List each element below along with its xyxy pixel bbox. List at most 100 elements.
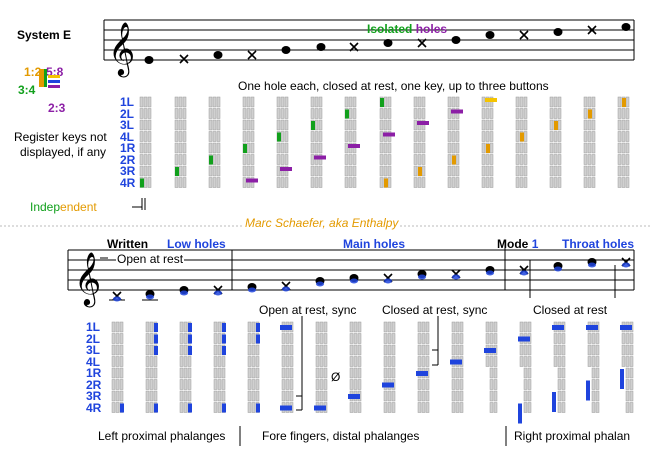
top-grid-cell [519,165,524,177]
bottom-grid-cell [485,321,490,333]
hole-marker [588,262,596,268]
top-grid-cell [617,131,622,142]
bottom-grid-cell [391,344,396,356]
bottom-grid-cell [425,356,430,367]
bottom-grid-cell [281,356,286,367]
bottom-grid-cell [285,379,290,390]
bottom-row-label-2r: 2R [86,377,102,392]
bottom-grid-cell [595,356,600,367]
top-grid-cell [583,165,588,177]
bottom-grid-cell [391,402,396,413]
written-label: Written [107,237,149,251]
row-label-4l: 4L [120,129,135,144]
note-head-top-4 [281,46,291,54]
top-grid-cell [344,142,349,154]
bottom-grid-cell [315,344,320,356]
top-grid-cell [314,142,319,154]
bottom-grid-cell [115,321,120,333]
top-grid-cell [387,154,392,165]
bottom-key [256,323,260,332]
top-grid-cell [212,142,217,154]
top-grid-cell [557,154,562,165]
top-key-orange [554,121,558,130]
bottom-grid-cell [115,344,120,356]
bottom-grid-cell [179,333,184,344]
left-phalanges-label: Left proximal phalanges [98,429,226,443]
mode-number: 1 [531,237,539,251]
bottom-key [450,359,462,365]
bottom-grid-cell [557,367,562,379]
bottom-grid-cell [527,379,532,390]
top-grid-cell [387,177,392,188]
top-grid-cell [485,131,490,142]
bottom-grid-cell [527,321,532,333]
bottom-grid-cell [285,367,290,379]
top-key-yellow [485,98,497,102]
top-grid-cell [344,131,349,142]
top-grid-cell [310,96,315,108]
bottom-key [154,403,158,413]
bottom-grid-cell [251,321,256,333]
bottom-grid-cell [247,356,252,367]
top-grid-cell [523,96,528,108]
bottom-grid-cell [595,402,600,413]
top-grid-cell [147,142,152,154]
bottom-grid-cell [357,379,362,390]
bottom-grid-cell [591,367,596,379]
top-key-orange [588,109,592,119]
heading-part-1: Isolated [367,22,413,36]
bottom-grid-cell [323,390,328,402]
row-label-1l: 1L [120,95,135,109]
top-grid-cell [139,154,144,165]
bottom-grid-cell [595,379,600,390]
note-head-top-0 [144,56,154,64]
top-grid-cell [143,119,148,131]
top-grid-cell [310,165,315,177]
bottom-grid-cell [289,356,294,367]
top-grid-cell [451,177,456,188]
top-grid-cell [310,177,315,188]
top-grid-cell [417,142,422,154]
top-grid-cell [318,177,323,188]
top-grid-cell [318,96,323,108]
bottom-key [280,405,292,411]
top-grid-cell [212,108,217,119]
top-key-green [140,178,144,188]
bottom-grid-cell [591,379,596,390]
top-grid-cell [246,154,251,165]
top-grid-cell [621,142,626,154]
top-grid-cell [617,177,622,188]
bottom-grid-cell [187,367,192,379]
bottom-grid-cell [417,379,422,390]
top-grid-cell [489,142,494,154]
bottom-grid-cell [281,333,286,344]
top-grid-cell [481,177,486,188]
bottom-row-label-3r: 3R [86,389,102,403]
bottom-grid-cell [323,356,328,367]
top-grid-cell [284,108,289,119]
top-grid-cell [182,142,187,154]
top-grid-cell [212,177,217,188]
top-grid-cell [549,119,554,131]
top-grid-cell [280,131,285,142]
bottom-grid-cell [285,356,290,367]
top-grid-cell [276,108,281,119]
bottom-grid-cell [561,356,566,367]
bottom-grid-cell [221,367,226,379]
top-grid-cell [208,108,213,119]
bottom-grid-cell [323,367,328,379]
bottom-grid-cell [251,333,256,344]
bottom-key [382,382,394,388]
top-key-green [345,109,349,119]
note-cross-top-1 [179,54,189,64]
top-grid-cell [523,165,528,177]
bottom-grid-cell [251,390,256,402]
bottom-grid-cell [357,367,362,379]
open-at-rest-sync-label: Open at rest, sync [259,303,357,317]
top-staff [103,19,635,61]
top-grid-cell [178,177,183,188]
bottom-grid-cell [119,321,124,333]
top-grid-cell [276,119,281,131]
bottom-key-left [154,323,158,332]
bottom-grid-cell [349,402,354,413]
